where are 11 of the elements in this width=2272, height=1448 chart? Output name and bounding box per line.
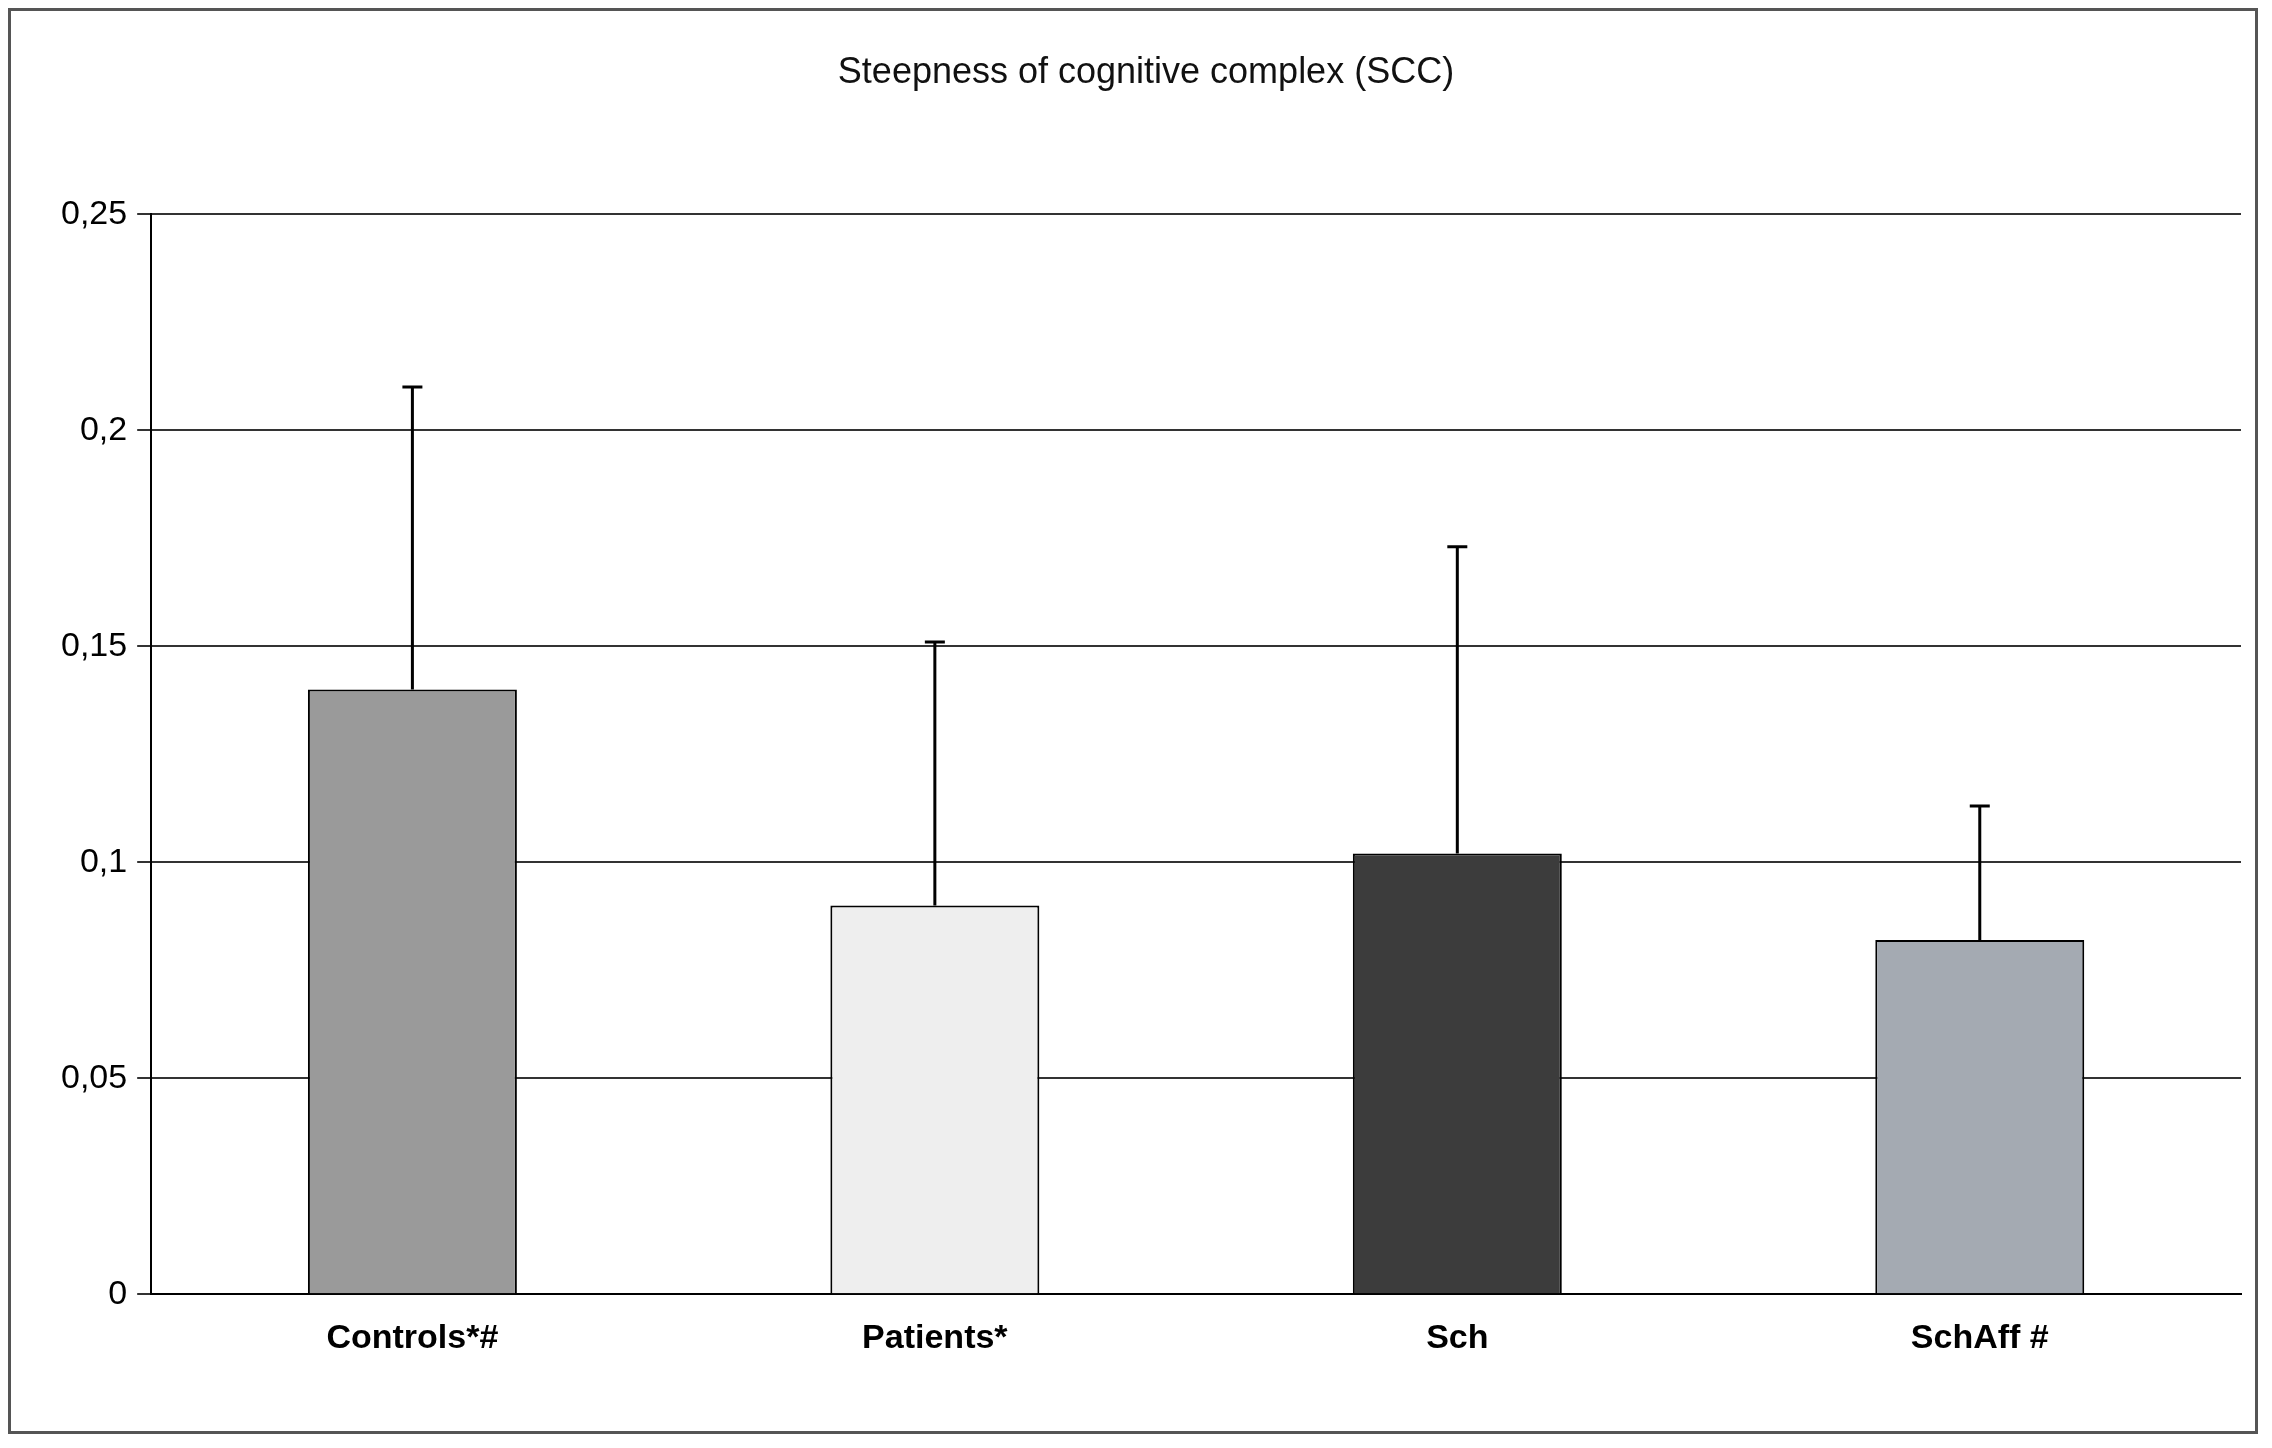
y-tick-label: 0 [108,1272,128,1311]
chart-title: Steepness of cognitive complex (SCC) [837,49,1455,91]
y-tick-label: 0,1 [79,840,128,879]
y-tick-label: 0,2 [79,408,128,447]
y-tick-label: 0,25 [60,192,128,231]
y-tick-label: 0,15 [60,624,128,663]
x-tick-label: Controls*# [326,1316,499,1355]
x-tick-label: Patients* [862,1316,1009,1355]
y-tick-label: 0,05 [60,1056,128,1095]
x-tick-label: Sch [1426,1316,1489,1355]
x-tick-label: SchAff # [1910,1316,2049,1355]
